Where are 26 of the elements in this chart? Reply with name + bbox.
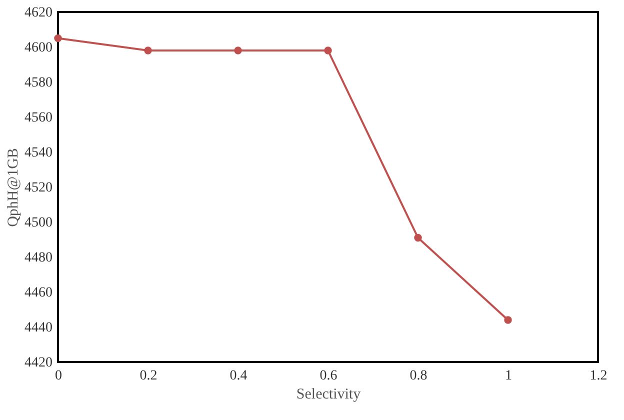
x-tick-label: 0.8 [410,368,428,384]
y-tick-label: 4580 [24,76,52,90]
point [504,316,512,324]
y-tick-label: 4460 [24,286,52,300]
x-tick-label: 0.6 [320,368,338,384]
x-tick-label: 1 [505,368,512,384]
y-tick-label: 4420 [24,356,52,370]
y-tick-label: 4440 [24,320,52,336]
x-tick-label: 1.2 [590,368,608,384]
x-axis-title: Selectivity [296,386,362,402]
point [144,46,152,54]
x-tick-label: 0 [55,368,62,384]
x-tick-label: 0.2 [140,368,158,384]
y-tick-label: 4620 [24,6,52,20]
y-tick-label: 4500 [24,216,52,230]
y-tick-label: 4520 [24,180,52,196]
point [54,34,62,42]
x-tick-label: 0.4 [230,368,248,384]
y-axis-title: QphH@1GB [6,148,22,227]
y-tick-label: 4480 [24,250,52,266]
point [234,46,242,54]
point [414,234,422,242]
y-tick-label: 4560 [24,110,52,126]
y-tick-label: 4600 [24,40,52,56]
point [324,46,332,54]
y-tick-label: 4540 [24,146,52,160]
